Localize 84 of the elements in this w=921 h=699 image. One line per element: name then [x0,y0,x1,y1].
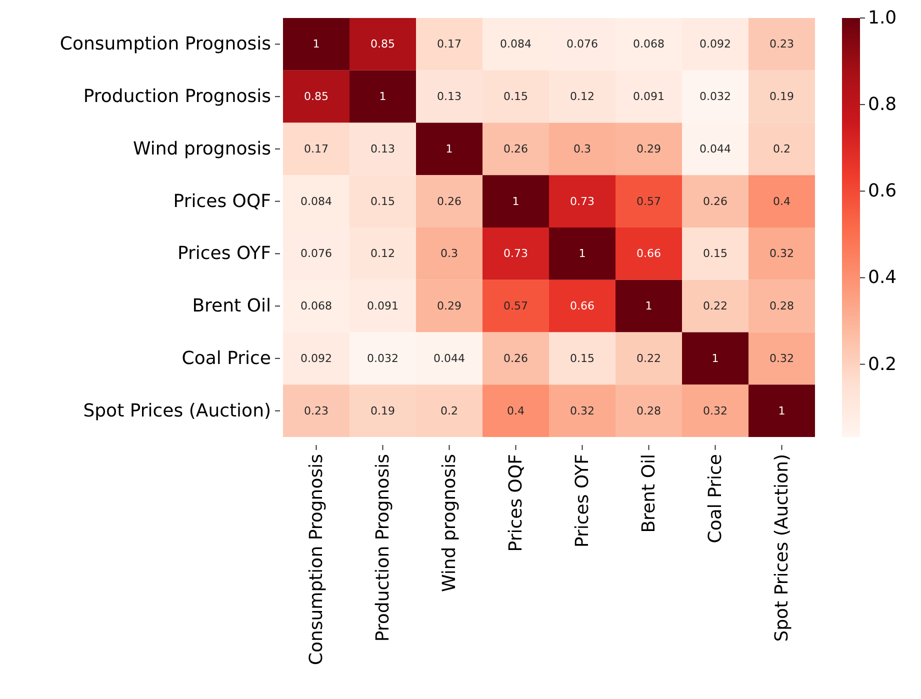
data-label: 0.28 [636,404,661,418]
data-label: 0.076 [566,38,598,51]
data-label: 0.068 [300,300,332,313]
data-label: 0.73 [570,194,594,208]
data-label: 0.17 [437,38,462,51]
y-tick-label: Prices OYF [177,243,271,264]
data-label: 0.57 [636,194,661,208]
data-label: 0.068 [633,38,664,51]
data-label: 0.091 [367,300,398,313]
y-tick-label: Wind prognosis [132,138,271,160]
data-label: 0.23 [304,404,328,418]
data-label: 0.044 [700,142,731,156]
x-tick-label: Brent Oil [638,454,660,533]
data-label: 0.032 [367,352,398,365]
data-label: 0.66 [570,300,594,313]
data-label: 0.22 [636,352,661,365]
data-label: 1 [778,404,786,418]
data-label: 0.32 [570,404,594,418]
data-label: 0.3 [440,247,458,260]
x-tick-label: Spot Prices (Auction) [771,454,792,642]
data-label: 0.032 [700,90,731,104]
data-label: 0.4 [773,194,790,208]
data-label: 1 [512,194,520,208]
data-label: 0.85 [304,90,328,104]
data-label: 0.15 [703,247,728,260]
data-label: 0.15 [370,194,395,208]
x-tick-label: Wind prognosis [438,454,460,592]
data-label: 0.29 [437,300,462,313]
data-label: 0.084 [300,194,332,208]
color-bar-label: 0.6 [868,180,897,202]
x-tick-label: Prices OQF [505,454,526,552]
data-label: 0.73 [504,247,528,260]
data-label: 1 [312,38,320,51]
y-tick-label: Prices OQF [173,190,271,212]
data-label: 0.12 [570,90,594,104]
data-label: 0.26 [437,194,462,208]
data-label: 0.66 [636,247,661,260]
data-label: 0.092 [300,352,332,365]
data-label: 0.32 [703,404,728,418]
data-label: 0.85 [370,38,395,51]
data-label: 0.32 [770,352,794,365]
data-label: 0.15 [570,352,594,365]
data-label: 1 [379,90,386,104]
data-label: 0.29 [636,142,661,156]
data-label: 0.12 [370,247,395,260]
data-label: 0.044 [434,352,465,365]
data-label: 0.2 [773,142,790,156]
y-tick-label: Brent Oil [192,296,271,317]
data-label: 0.13 [437,90,462,104]
data-label: 0.092 [700,38,731,51]
data-label: 0.13 [370,142,395,156]
data-label: 0.091 [633,90,664,104]
color-bar-label: 0.8 [868,94,897,116]
data-label: 0.26 [703,194,728,208]
y-tick-label: Consumption Prognosis [60,34,271,55]
data-label: 0.23 [770,38,794,51]
data-label: 0.22 [703,300,728,313]
data-label: 0.26 [504,352,528,365]
x-tick-label: Prices OYF [572,454,593,548]
x-tick-label: Production Prognosis [372,454,394,642]
data-label: 0.4 [507,404,524,418]
data-label: 0.2 [440,404,458,418]
data-label: 0.3 [574,142,591,156]
data-label: 0.15 [504,90,528,104]
data-label: 0.28 [770,300,794,313]
y-tick-label: Production Prognosis [83,86,271,108]
data-label: 0.57 [504,300,528,313]
data-label: 1 [446,142,453,156]
data-label: 0.26 [504,142,528,156]
color-bar-label: 0.2 [868,354,897,375]
x-tick-label: Coal Price [704,454,726,544]
data-label: 1 [645,300,652,313]
data-label: 0.32 [770,247,794,260]
data-label: 1 [578,247,586,260]
y-tick-label: Coal Price [182,348,271,369]
data-label: 1 [712,352,719,365]
data-label: 0.17 [304,142,328,156]
data-label: 0.076 [300,247,332,260]
color-bar-label: 1.0 [868,8,897,28]
data-label: 0.19 [370,404,395,418]
data-label: 0.084 [500,38,532,51]
color-bar-label: 0.4 [868,267,897,288]
y-tick-label: Spot Prices (Auction) [83,400,271,422]
data-label: 0.19 [770,90,794,104]
